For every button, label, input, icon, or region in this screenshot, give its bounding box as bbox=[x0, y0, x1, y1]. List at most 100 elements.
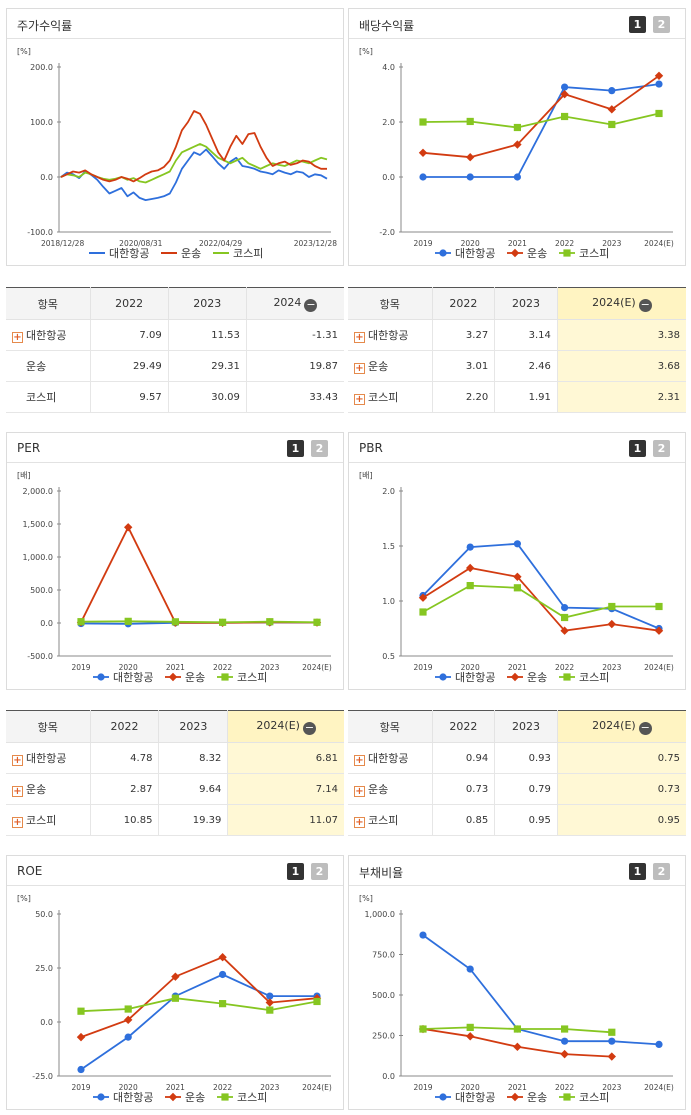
y-tick-label: 1,000.0 bbox=[22, 553, 53, 562]
x-tick-label: 2018/12/28 bbox=[41, 239, 84, 248]
row-name-cell[interactable]: + 코스피 bbox=[6, 804, 91, 836]
row-name-cell[interactable]: + 운송 bbox=[348, 773, 433, 805]
row-name-cell[interactable]: + 대한항공 bbox=[6, 742, 91, 774]
data-point bbox=[607, 1052, 616, 1061]
collapse-icon[interactable]: − bbox=[304, 297, 318, 312]
x-tick-label: 2024(E) bbox=[644, 663, 674, 672]
column-header: 항목 bbox=[348, 287, 433, 320]
row-name: 운송 bbox=[368, 360, 389, 373]
data-point bbox=[76, 1032, 86, 1042]
legend[interactable]: 대한항공 운송 코스피 bbox=[435, 247, 609, 260]
row-name-cell[interactable]: + 코스피 bbox=[348, 804, 433, 836]
legend[interactable]: 대한항공 운송 코스피 bbox=[93, 671, 267, 684]
value-cell: 29.31 bbox=[167, 350, 247, 382]
page-button-2[interactable]: 2 bbox=[311, 440, 328, 457]
series-line-대한항공 bbox=[60, 148, 328, 201]
x-tick-label: 2024(E) bbox=[644, 239, 674, 248]
row-name-cell[interactable]: + 운송 bbox=[348, 350, 433, 382]
column-header-label: 2024 bbox=[273, 295, 302, 309]
expand-icon[interactable]: + bbox=[12, 817, 23, 828]
expand-icon[interactable]: + bbox=[354, 786, 365, 797]
series-line bbox=[422, 584, 659, 619]
data-point bbox=[608, 1028, 616, 1036]
column-header[interactable]: 2024− bbox=[245, 287, 344, 320]
page-button-2[interactable]: 2 bbox=[653, 863, 670, 880]
panel-title: 주가수익률 bbox=[17, 19, 73, 33]
expand-icon[interactable]: + bbox=[12, 332, 23, 343]
expand-icon[interactable]: + bbox=[354, 755, 365, 766]
legend[interactable]: 대한항공 운송 코스피 bbox=[93, 1091, 267, 1104]
series-line bbox=[80, 525, 318, 624]
series-코스피 bbox=[419, 109, 663, 132]
x-tick-label: 2022 bbox=[555, 239, 574, 248]
legend-marker bbox=[221, 1093, 229, 1101]
table-stock-return: 항목 2022 2023 2024− + 대한항공 7.09 11.53 -1.31 운송 29.4… bbox=[6, 287, 344, 413]
column-header-label: 2022 bbox=[449, 297, 478, 310]
column-header-label: 항목 bbox=[379, 297, 400, 311]
page-button-2[interactable]: 2 bbox=[311, 863, 328, 880]
row-name-cell[interactable]: + 대한항공 bbox=[348, 742, 433, 774]
expand-icon[interactable]: + bbox=[354, 363, 365, 374]
page-button-1[interactable]: 1 bbox=[629, 863, 646, 880]
table-dividend: 항목 2022 2023 2024(E) − + 대한항공 3.27 3.14 3.38 + 운송 3.… bbox=[348, 287, 686, 413]
column-header: 2023 bbox=[494, 287, 558, 320]
expand-icon[interactable]: + bbox=[12, 755, 23, 766]
series-line bbox=[422, 934, 660, 1046]
y-tick-label: 0.0 bbox=[382, 173, 395, 182]
data-point bbox=[513, 1025, 521, 1033]
series-대한항공 bbox=[419, 80, 663, 181]
expand-icon[interactable]: + bbox=[354, 817, 365, 828]
legend-label: 대한항공 bbox=[113, 671, 153, 684]
expand-icon[interactable]: + bbox=[12, 786, 23, 797]
expand-icon[interactable]: + bbox=[354, 332, 365, 343]
data-point bbox=[77, 618, 85, 626]
row-name-cell[interactable]: + 운송 bbox=[6, 773, 91, 805]
page-button-1[interactable]: 1 bbox=[287, 440, 304, 457]
page-button-2[interactable]: 2 bbox=[653, 16, 670, 33]
column-header-label: 2023 bbox=[193, 297, 222, 310]
value-cell: 0.95 bbox=[494, 804, 558, 836]
data-point bbox=[419, 1025, 427, 1033]
page-button-1[interactable]: 1 bbox=[629, 16, 646, 33]
data-point bbox=[513, 540, 521, 548]
x-tick-label: 2022 bbox=[213, 663, 232, 672]
x-tick-label: 2020 bbox=[461, 1083, 480, 1092]
collapse-icon[interactable]: − bbox=[638, 297, 652, 312]
row-name-cell[interactable]: + 대한항공 bbox=[6, 319, 91, 351]
row-name-cell[interactable]: + 대한항공 bbox=[348, 319, 433, 351]
legend-label: 운송 bbox=[185, 1091, 205, 1104]
collapse-icon[interactable]: − bbox=[302, 720, 316, 735]
y-tick-label: -100.0 bbox=[27, 228, 53, 237]
data-point bbox=[419, 173, 427, 181]
panel-header: PER 1 2 bbox=[7, 433, 343, 463]
line-chart: [배] 2,000.0 1,500.0 1,000.0 500.0 0.0 -500.0 20… bbox=[17, 471, 332, 684]
value-cell: 9.64 bbox=[158, 773, 229, 805]
row-name: 대한항공 bbox=[368, 329, 409, 342]
column-header-label: 항목 bbox=[379, 720, 400, 734]
series-운송 bbox=[76, 523, 322, 628]
row-name: 코스피 bbox=[26, 814, 57, 827]
data-point bbox=[513, 123, 521, 132]
value-cell: 2.20 bbox=[431, 381, 496, 413]
table-row: 코스피 9.57 30.09 33.43 bbox=[6, 381, 344, 413]
collapse-icon[interactable]: − bbox=[638, 720, 652, 735]
legend[interactable]: 대한항공 운송 코스피 bbox=[435, 1091, 609, 1104]
page-button-1[interactable]: 1 bbox=[287, 863, 304, 880]
expand-icon[interactable]: + bbox=[354, 394, 365, 405]
series-코스피 bbox=[419, 582, 663, 622]
y-tick-label: 1,000.0 bbox=[364, 910, 395, 919]
panel-title: ROE bbox=[17, 864, 43, 878]
column-header: 2023 bbox=[158, 710, 229, 743]
row-name: 운송 bbox=[26, 783, 47, 796]
page-button-1[interactable]: 1 bbox=[629, 440, 646, 457]
row-name: 코스피 bbox=[368, 814, 399, 827]
series-line bbox=[422, 112, 660, 129]
legend[interactable]: 대한항공 운송 코스피 bbox=[435, 671, 609, 684]
panel-header: 배당수익률 1 2 bbox=[349, 9, 685, 39]
x-tick-label: 2021 bbox=[508, 663, 527, 672]
legend-label: 운송 bbox=[527, 671, 547, 684]
row-name-cell[interactable]: + 코스피 bbox=[348, 381, 433, 413]
legend[interactable]: 대한항공 운송 코스피 bbox=[89, 247, 263, 260]
series-대한항공 bbox=[419, 540, 663, 633]
page-button-2[interactable]: 2 bbox=[653, 440, 670, 457]
